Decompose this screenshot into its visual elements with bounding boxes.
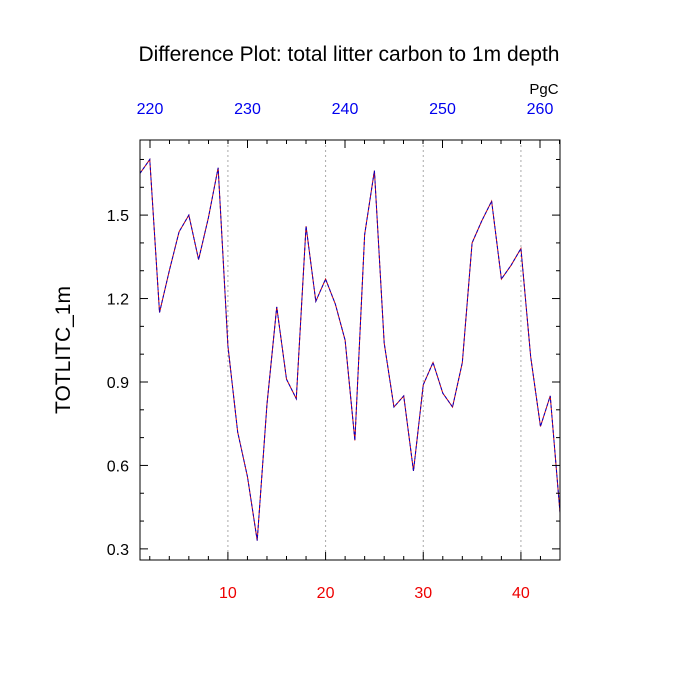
series-group bbox=[139, 158, 561, 541]
grid-lines bbox=[227, 140, 522, 560]
top-tick-label: 250 bbox=[429, 101, 456, 118]
top-axis-unit: PgC bbox=[529, 81, 558, 98]
y-axis-label: TOTLITC_1m bbox=[52, 286, 75, 414]
y-tick-label: 0.3 bbox=[107, 542, 129, 559]
top-tick-label: 260 bbox=[527, 101, 554, 118]
chart-title: Difference Plot: total litter carbon to … bbox=[138, 43, 559, 66]
y-tick-label: 1.2 bbox=[107, 292, 129, 309]
tick-labels: 10 20 30 40 220 230 240 250 260 0.3 0.6 0.9 1.2 1.5 bbox=[107, 101, 554, 602]
y-tick-label: 1.5 bbox=[107, 208, 129, 225]
x-tick-label: 40 bbox=[512, 585, 530, 602]
plot-frame bbox=[139, 139, 561, 561]
series-line bbox=[139, 158, 561, 541]
x-tick-label: 20 bbox=[317, 585, 335, 602]
axes bbox=[139, 139, 561, 561]
y-tick-label: 0.9 bbox=[107, 375, 129, 392]
top-tick-label: 240 bbox=[332, 101, 359, 118]
x-tick-label: 30 bbox=[414, 585, 432, 602]
y-tick-label: 0.6 bbox=[107, 458, 129, 475]
series-line-base bbox=[139, 158, 561, 541]
top-tick-label: 230 bbox=[234, 101, 261, 118]
top-tick-label: 220 bbox=[137, 101, 164, 118]
x-tick-label: 10 bbox=[219, 585, 237, 602]
tick-marks bbox=[140, 140, 561, 560]
